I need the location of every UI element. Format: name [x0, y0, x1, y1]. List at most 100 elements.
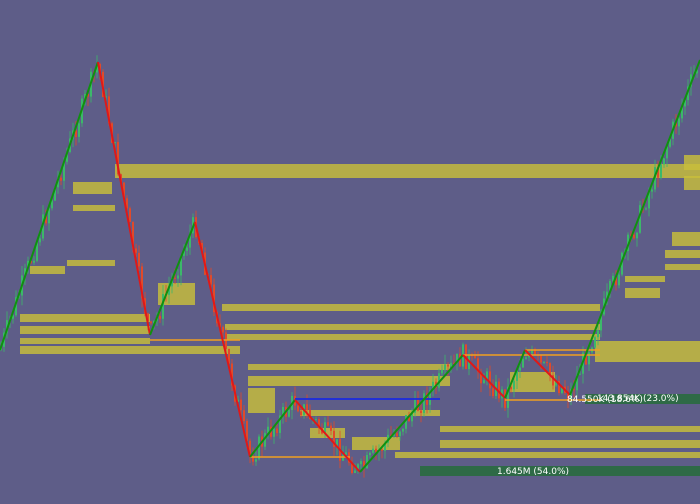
candle-body [483, 380, 485, 384]
zigzag-leg-down [524, 349, 571, 396]
candle-body [573, 389, 575, 391]
candle-body [48, 208, 50, 224]
candle-body [402, 428, 404, 432]
candle-body [126, 198, 128, 209]
zone-rect [67, 260, 115, 266]
zone-rect [225, 324, 600, 330]
zone-rect [684, 155, 700, 170]
candle-body [279, 415, 281, 433]
candle-body [186, 247, 188, 251]
candle-body [27, 260, 29, 269]
zigzag-leg-up [569, 59, 700, 396]
candle-body [684, 100, 686, 107]
candle-body [159, 316, 161, 319]
candle-body [441, 369, 443, 374]
candle-body [594, 337, 596, 348]
candle-body [255, 459, 257, 462]
candle-body [429, 390, 431, 405]
candle-body [39, 238, 41, 243]
candle-body [168, 286, 170, 295]
candle-body [180, 255, 182, 276]
zone-rect [158, 283, 195, 305]
candle-body [660, 164, 662, 178]
candle-body [273, 428, 275, 437]
candle-body [405, 414, 407, 429]
candle-body [657, 167, 659, 178]
zigzag-leg-up [504, 349, 526, 399]
candle-body [51, 200, 53, 209]
candle-body [189, 233, 191, 248]
candle-body [360, 461, 362, 465]
level-line-layer [150, 339, 600, 458]
candle-body [438, 373, 440, 388]
candle-body [129, 208, 131, 223]
zone-rect [625, 276, 665, 282]
candle-body [123, 182, 125, 199]
zigzag-leg-down [97, 61, 151, 336]
candle-body [525, 357, 527, 359]
candle-body [609, 280, 611, 292]
candle-body [54, 187, 56, 201]
candle-body [213, 284, 215, 313]
candle-body [477, 358, 479, 372]
candle-body [606, 291, 608, 299]
candle-body [690, 74, 692, 87]
candle-body [252, 456, 254, 462]
zone-rect [20, 346, 240, 354]
candle-body [522, 358, 524, 368]
candle-body [183, 250, 185, 256]
candle-body [78, 123, 80, 137]
candle-body [420, 410, 422, 413]
candle-body [267, 426, 269, 434]
candle-body [366, 455, 368, 469]
candle-body [453, 362, 455, 364]
candle-body [396, 433, 398, 437]
volume-annotation: 1.645M (54.0%) [497, 467, 569, 477]
candle-body [567, 393, 569, 400]
candle-body [141, 266, 143, 299]
candle-body [153, 320, 155, 324]
candle-body [519, 367, 521, 371]
candle-body [264, 433, 266, 447]
candle-body [96, 63, 98, 73]
candle-body [333, 430, 335, 447]
zone-rect [248, 376, 450, 386]
candle-body [411, 412, 413, 422]
zigzag-layer [0, 59, 700, 473]
candle-body [372, 448, 374, 453]
candle-body [612, 275, 614, 281]
candle-body [540, 355, 542, 363]
candle-body [240, 399, 242, 411]
zone-rect [672, 232, 700, 246]
candle-body [243, 410, 245, 422]
zone-rect [30, 266, 65, 274]
candle-body [135, 248, 137, 253]
candle-body [288, 410, 290, 417]
candle-body [36, 242, 38, 261]
candle-body [492, 388, 494, 397]
zone-rect [310, 428, 345, 438]
candle-body [681, 106, 683, 119]
candle-body [369, 452, 371, 456]
candle-body [597, 330, 599, 338]
candle-body [576, 374, 578, 391]
candle-body [375, 448, 377, 452]
zone-rect [222, 304, 600, 311]
candle-body [132, 222, 134, 249]
zone-rect [625, 288, 660, 298]
candle-body [60, 177, 62, 181]
candle-body [327, 422, 329, 426]
candle-body [345, 452, 347, 455]
zone-rect [440, 440, 700, 448]
candle-body [222, 326, 224, 333]
candle-body [105, 96, 107, 98]
zone-rect [248, 364, 450, 370]
candle-body [558, 381, 560, 394]
volume-bar [420, 466, 700, 476]
candle-body [174, 277, 176, 279]
candle-body [459, 353, 461, 367]
zone-layer [20, 155, 700, 458]
candle-body [663, 158, 665, 165]
candle-body [114, 142, 116, 144]
candle-body [450, 362, 452, 367]
